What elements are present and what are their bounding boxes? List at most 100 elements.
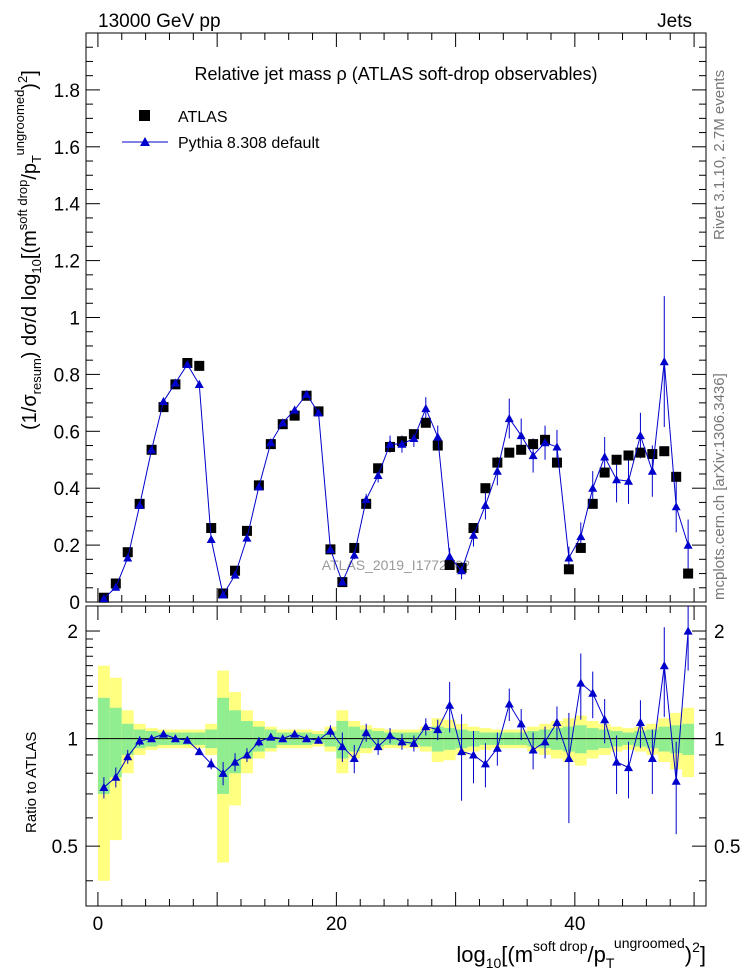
mc-point <box>409 433 419 443</box>
ratio-mc-point <box>194 747 204 756</box>
mc-point <box>182 359 192 369</box>
mc-point <box>123 553 133 562</box>
ratio-mc-point <box>290 729 300 738</box>
ratio-mc-point <box>349 753 359 763</box>
ratio-mc-point <box>540 737 550 746</box>
mc-point <box>635 431 645 440</box>
ratio-ylabel: Ratio to ATLAS <box>23 732 40 833</box>
ratio-mc-point <box>659 661 669 670</box>
ratio-mc-point <box>385 731 395 740</box>
process-label: Jets <box>657 11 692 32</box>
ratio-mc-point <box>99 782 109 792</box>
xtick-label: 20 <box>326 914 347 935</box>
ratio-mc-point <box>635 717 645 726</box>
atlas-point <box>563 564 574 575</box>
ratio-mc-point <box>314 735 323 744</box>
atlas-point <box>444 560 455 571</box>
ratio-mc-point <box>182 735 192 744</box>
ratio-mc-point <box>433 725 443 734</box>
atlas-point <box>659 446 670 457</box>
ratio-bands <box>97 665 695 881</box>
atlas-point <box>683 568 694 579</box>
ratio-mc-point <box>325 726 335 735</box>
ratio-mc-point <box>170 734 180 743</box>
main-ytick-label: 1.2 <box>54 252 80 273</box>
ratio-ytick-label-right: 2 <box>714 622 725 643</box>
main-marks <box>98 296 694 603</box>
mc-point <box>278 418 288 427</box>
mc-point <box>254 482 264 491</box>
ratio-mc-point <box>600 715 610 724</box>
atlas-point <box>206 523 217 534</box>
mc-point <box>421 404 431 413</box>
mc-point <box>552 442 562 451</box>
main-ylabel: (1/σresum) dσ/d log10[(msoft drop/pTungr… <box>12 70 44 430</box>
mc-point <box>373 470 383 479</box>
atlas-point <box>516 444 527 455</box>
ratio-mc-point <box>647 753 657 763</box>
atlas-point <box>468 523 479 534</box>
ratio-axes: 0 20 40 0.5 0.5 1 1 2 2 <box>52 606 740 935</box>
ratio-mc-point <box>552 717 562 726</box>
mc-point <box>242 533 252 542</box>
main-ytick-label: 1 <box>69 309 80 330</box>
ratio-ytick-label: 2 <box>67 622 78 643</box>
mc-point <box>540 438 550 447</box>
atlas-point <box>504 447 515 458</box>
ratio-mc-point <box>230 757 240 766</box>
ratio-mc-point <box>576 678 586 687</box>
ratio-mc-point <box>206 759 216 768</box>
mc-point <box>111 582 121 591</box>
ratio-band-inner <box>241 721 253 759</box>
mc-line <box>103 361 689 599</box>
atlas-point <box>599 467 610 478</box>
mc-point <box>576 532 586 541</box>
mc-point <box>516 431 526 440</box>
atlas-point <box>611 454 622 465</box>
analysis-watermark: ATLAS_2019_I1772062 <box>322 557 471 573</box>
ratio-mc-point <box>564 753 574 763</box>
ratio-mc-point <box>218 768 228 777</box>
x-axis-label: log10[(msoft drop/pTungroomed)2] <box>456 935 706 971</box>
ratio-mc-point <box>528 745 538 754</box>
ratio-mc-point <box>135 736 145 745</box>
ratio-ytick-label: 1 <box>67 730 78 751</box>
atlas-point <box>349 542 360 553</box>
atlas-point <box>420 417 431 428</box>
legend-atlas-label: ATLAS <box>178 109 228 126</box>
mc-point <box>349 550 359 559</box>
mc-point <box>397 439 407 448</box>
main-ytick-label: 0.8 <box>54 365 80 386</box>
ratio-mc-point <box>492 743 502 752</box>
main-axes: 0 0.2 0.4 0.6 0.8 1 1.2 1.4 1.6 1.8 <box>54 33 706 614</box>
rivet-label: Rivet 3.1.10, 2.7M events <box>711 70 728 240</box>
ratio-band-inner <box>121 723 134 755</box>
mc-point <box>564 553 574 562</box>
mc-point <box>361 495 371 504</box>
ratio-band-inner <box>574 725 587 754</box>
mc-point <box>290 405 300 414</box>
main-ytick-label: 1.4 <box>54 195 81 216</box>
legend-atlas-marker <box>139 110 150 121</box>
ratio-band-inner <box>670 725 683 754</box>
mc-point <box>624 476 633 485</box>
ratio-band-inner <box>217 697 230 794</box>
atlas-point <box>528 439 539 450</box>
mc-point <box>588 483 598 492</box>
ratio-mc-point <box>397 737 407 746</box>
mc-point <box>457 566 467 575</box>
ratio-mc-point <box>111 772 121 781</box>
mc-point <box>314 408 323 417</box>
mc-point <box>647 466 657 475</box>
mc-point <box>337 577 347 586</box>
ratio-mc-line <box>103 630 689 788</box>
main-ytick-label: 1.8 <box>54 81 80 102</box>
atlas-point <box>194 360 205 371</box>
legend: ATLAS Pythia 8.308 default <box>122 109 320 152</box>
ratio-ytick-label: 0.5 <box>52 837 78 858</box>
mc-point <box>99 594 109 603</box>
ratio-band-inner <box>97 697 110 794</box>
ratio-mc-point <box>302 734 312 743</box>
mc-point <box>433 432 443 441</box>
